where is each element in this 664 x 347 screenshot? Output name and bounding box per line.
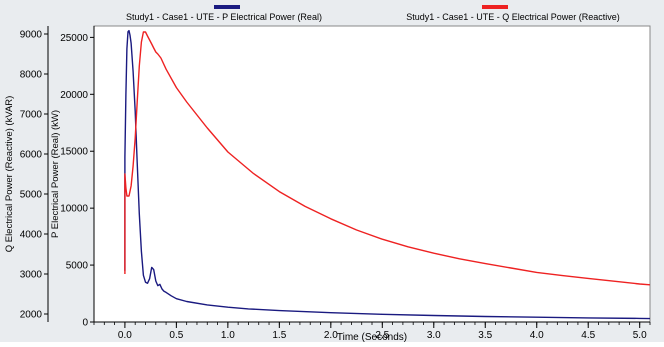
outer-y-axis-label: Q Electrical Power (Reactive) (kVAR): [4, 96, 15, 253]
x-tick-label: 1.0: [221, 330, 235, 341]
x-tick-label: 0.5: [169, 330, 183, 341]
legend-label: Study1 - Case1 - UTE - Q Electrical Powe…: [406, 12, 620, 22]
outer-y-tick-label: 9000: [20, 30, 43, 41]
inner-y-tick-label: 20000: [60, 90, 88, 101]
outer-y-tick-label: 4000: [20, 230, 43, 241]
inner-y-tick-label: 10000: [60, 204, 88, 215]
outer-y-tick-label: 2000: [20, 310, 43, 321]
x-tick-label: 2.0: [324, 330, 338, 341]
outer-y-tick-label: 7000: [20, 110, 43, 121]
inner-y-axis-label: P Electrical Power (Real) (kW): [50, 110, 61, 238]
x-tick-label: 0.0: [118, 330, 132, 341]
series-p-real-power-line: [124, 29, 651, 320]
inner-y-tick-label: 0: [82, 318, 88, 329]
outer-y-axis: 2000 3000 4000 5000 6000 7000 8000 9000: [20, 26, 49, 322]
outer-y-tick-label: 8000: [20, 70, 43, 81]
outer-y-tick-label: 3000: [20, 270, 43, 281]
x-tick-label: 3.0: [427, 330, 441, 341]
outer-y-tick-label: 5000: [20, 190, 43, 201]
x-axis: 0.0 0.5 1.0 1.5 2.0 2.5 3.0 3.5 4.0 4.5 5.0: [93, 321, 651, 341]
x-tick-label: 2.5: [375, 330, 389, 341]
x-tick-label: 4.0: [530, 330, 544, 341]
x-tick-label: 4.5: [581, 330, 595, 341]
inner-y-axis: 0 5000 10000 15000 20000 25000: [60, 26, 95, 329]
legend: Study1 - Case1 - UTE - P Electrical Powe…: [126, 5, 620, 22]
plot-area: [93, 25, 651, 323]
outer-y-tick-label: 6000: [20, 150, 43, 161]
inner-y-tick-label: 15000: [60, 147, 88, 158]
inner-y-tick-label: 5000: [66, 261, 89, 272]
x-axis-label: Time (Seconds): [337, 332, 407, 342]
legend-swatch: [482, 5, 508, 9]
x-tick-label: 3.5: [478, 330, 492, 341]
x-tick-label: 5.0: [633, 330, 647, 341]
series-layer: [124, 29, 651, 320]
inner-y-tick-label: 25000: [60, 33, 88, 44]
legend-label: Study1 - Case1 - UTE - P Electrical Powe…: [126, 12, 322, 22]
series-q-reactive-power-line: [124, 31, 651, 286]
legend-swatch: [214, 5, 240, 9]
x-tick-label: 1.5: [272, 330, 286, 341]
